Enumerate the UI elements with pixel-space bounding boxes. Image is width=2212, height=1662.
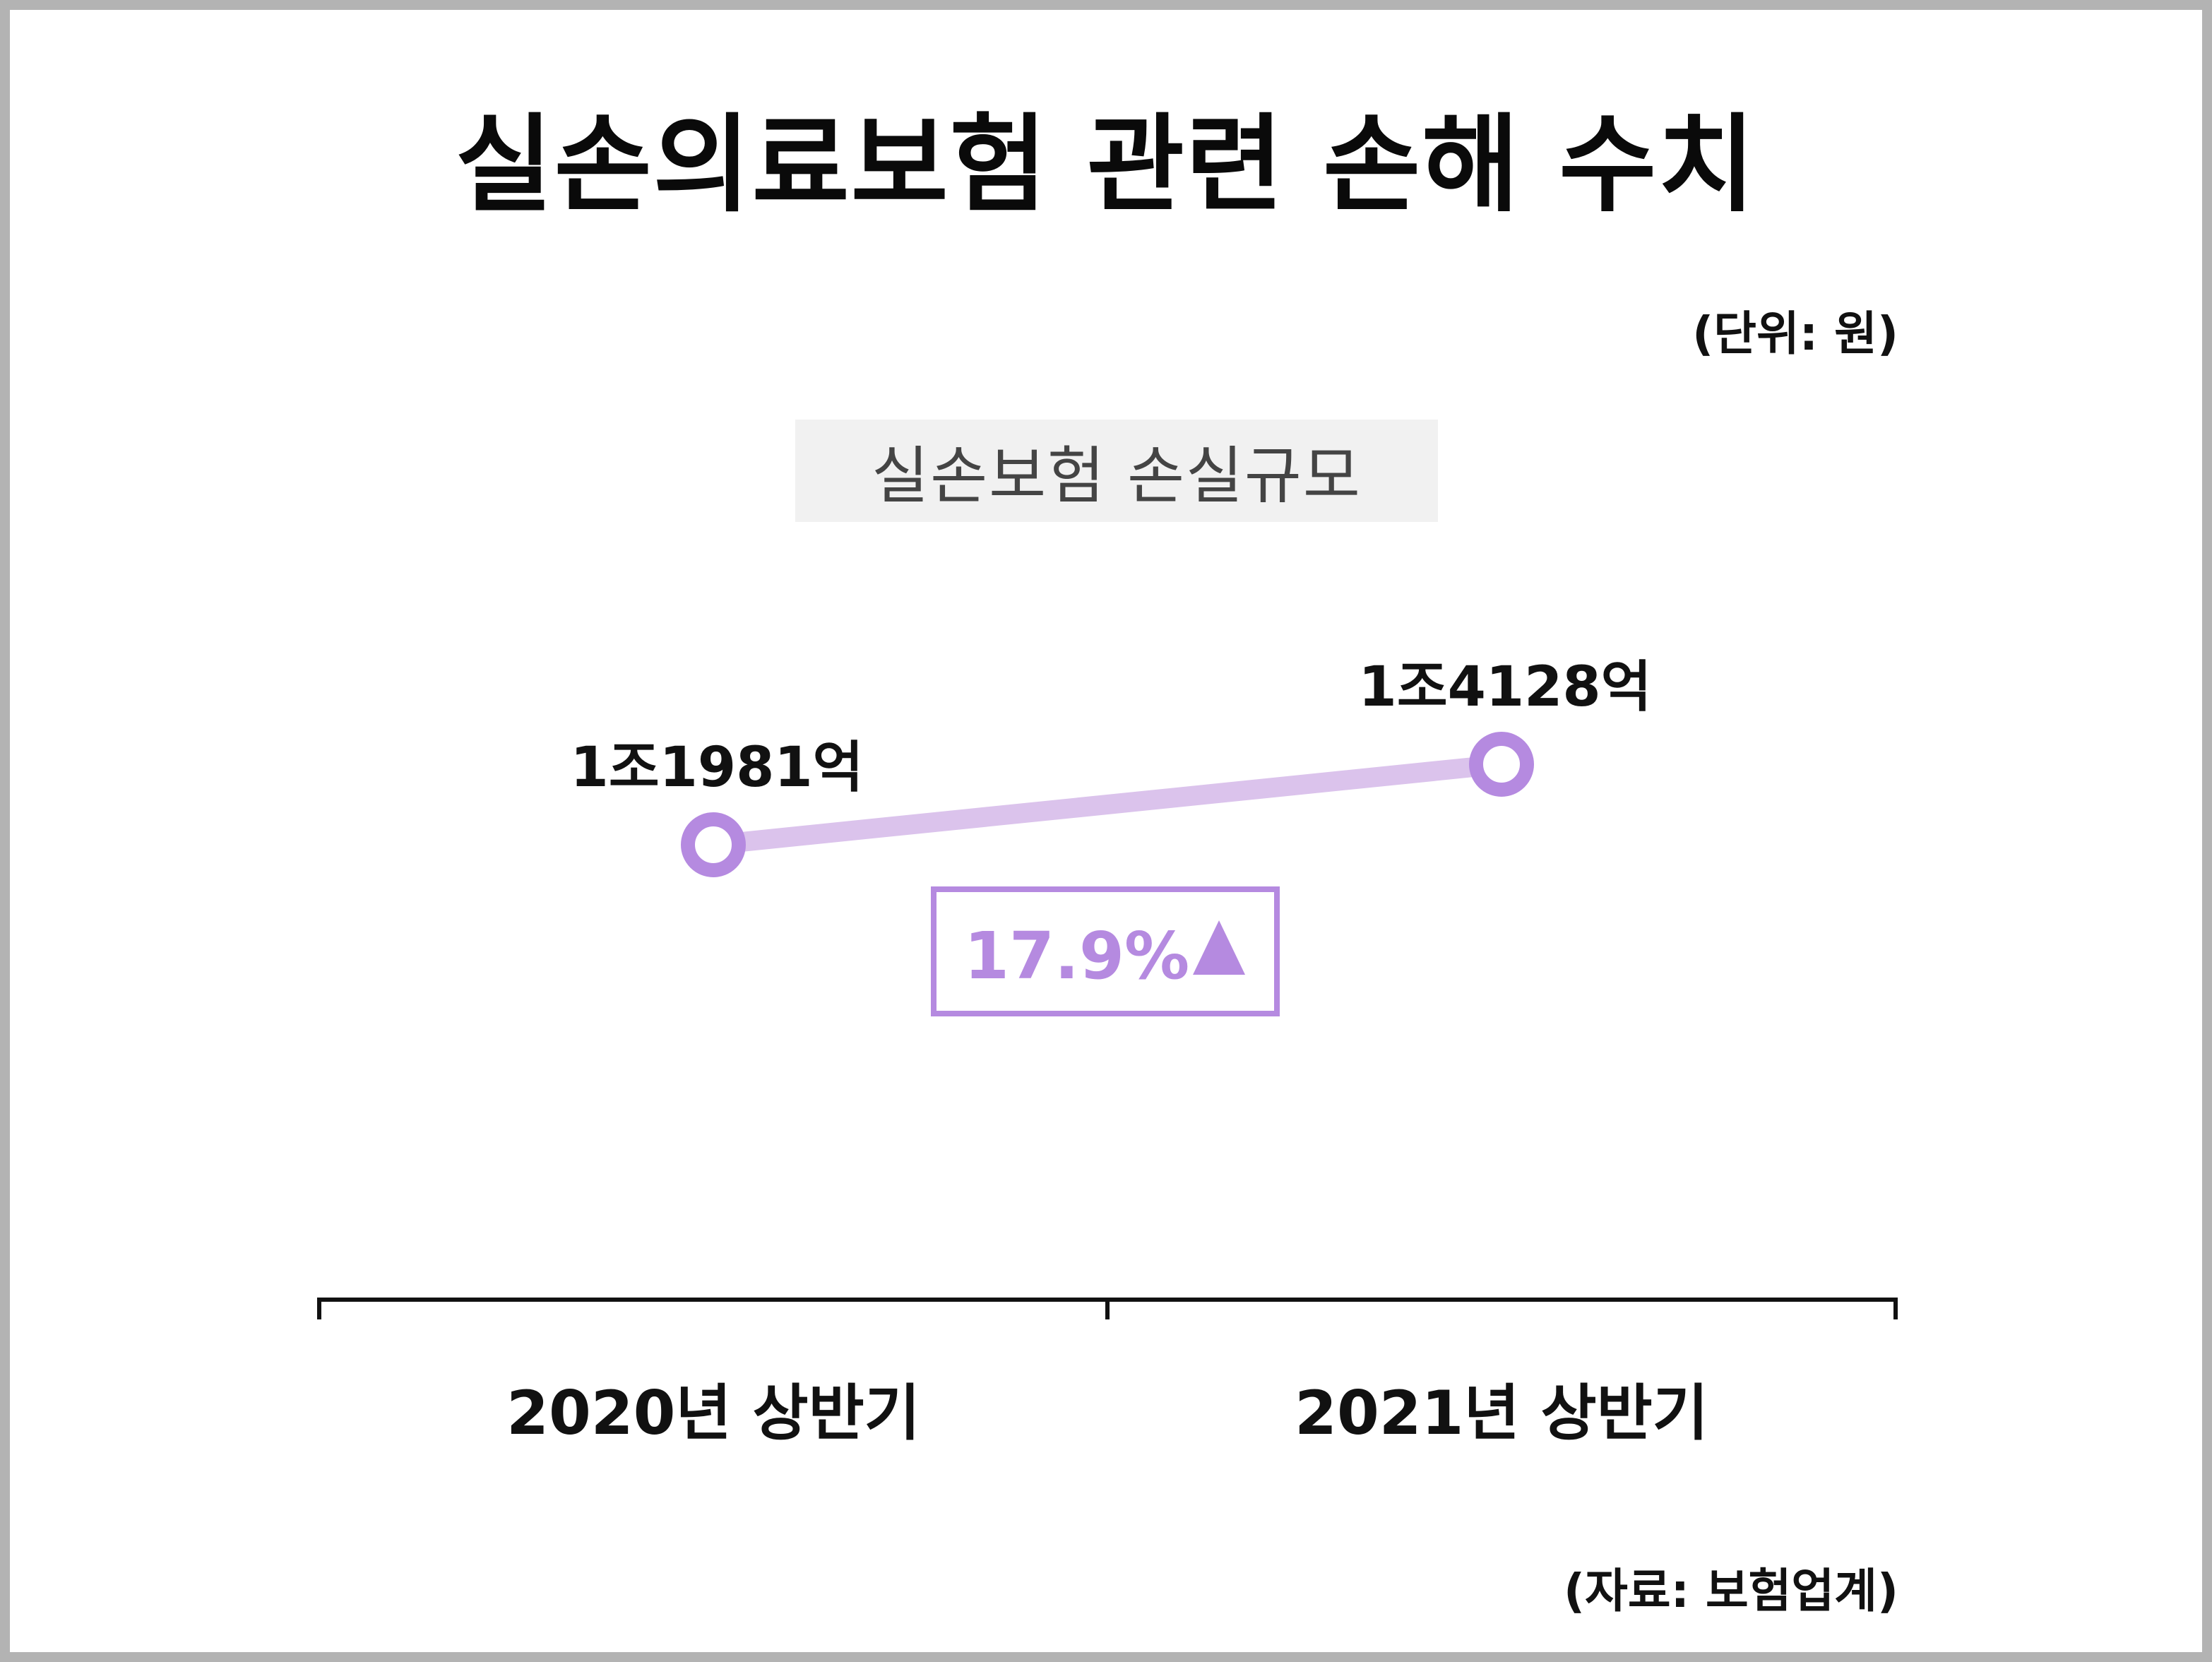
chart-title: 실손의료보험 관련 손해 수치 <box>455 104 1757 227</box>
x-tick-label: 2021년 상반기 <box>1295 1378 1708 1449</box>
series-name-box: 실손보험 손실규모 <box>795 420 1438 522</box>
change-value: 17.9% <box>964 918 1189 994</box>
data-label: 1조4128억 <box>1359 655 1652 719</box>
x-tick-label: 2020년 상반기 <box>506 1378 920 1449</box>
data-label: 1조1981억 <box>571 736 864 800</box>
series-name: 실손보험 손실규모 <box>872 439 1362 512</box>
series-line <box>703 754 1511 855</box>
unit-label: (단위: 원) <box>1692 307 1898 361</box>
source-label: (자료: 보험업계) <box>1563 1564 1898 1618</box>
data-point-0 <box>681 812 746 877</box>
data-point-1 <box>1469 732 1534 797</box>
up-triangle-icon <box>1193 920 1245 975</box>
